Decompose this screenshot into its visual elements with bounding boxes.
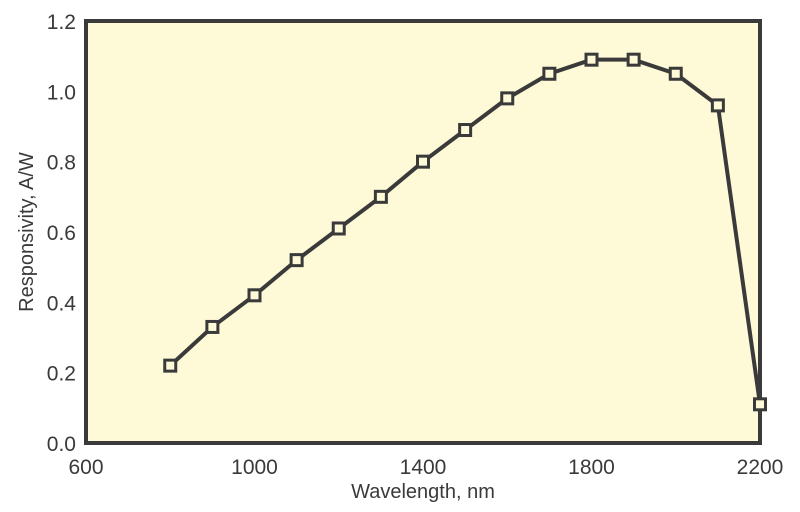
square-marker-icon <box>205 319 220 334</box>
y-tick-label: 1.2 <box>47 11 76 34</box>
square-marker-icon <box>668 66 683 81</box>
y-tick-label: 0.6 <box>47 222 76 245</box>
y-tick-label: 0.2 <box>47 363 76 386</box>
square-marker-icon <box>584 52 599 67</box>
square-marker-icon <box>542 66 557 81</box>
x-tick-label: 1400 <box>400 456 447 479</box>
square-marker-icon <box>626 52 641 67</box>
square-marker-icon <box>289 253 304 268</box>
square-marker-icon <box>500 91 515 106</box>
x-axis-label: Wavelength, nm <box>351 481 495 503</box>
square-marker-icon <box>163 358 178 373</box>
square-marker-icon <box>247 288 262 303</box>
x-axis-ticks: 600 1000 1400 1800 2200 <box>68 456 783 479</box>
y-axis-ticks: 0.0 0.2 0.4 0.6 0.8 1.0 1.2 <box>47 11 77 456</box>
square-marker-icon <box>753 397 767 412</box>
x-tick-label: 1800 <box>568 456 615 479</box>
square-marker-icon <box>373 189 388 204</box>
square-marker-icon <box>458 123 473 138</box>
y-axis-label: Responsivity, A/W <box>16 152 38 312</box>
square-marker-icon <box>710 98 725 113</box>
x-tick-label: 1000 <box>231 456 278 479</box>
square-marker-icon <box>331 221 346 236</box>
square-marker-icon <box>416 154 430 169</box>
y-tick-label: 1.0 <box>47 81 76 104</box>
x-tick-label: 600 <box>68 456 103 479</box>
plot-area <box>84 19 762 445</box>
y-tick-label: 0.4 <box>47 292 77 315</box>
y-tick-label: 0.0 <box>47 433 76 456</box>
data-markers <box>163 52 767 412</box>
x-tick-label: 2200 <box>737 456 784 479</box>
y-tick-label: 0.8 <box>47 152 76 175</box>
